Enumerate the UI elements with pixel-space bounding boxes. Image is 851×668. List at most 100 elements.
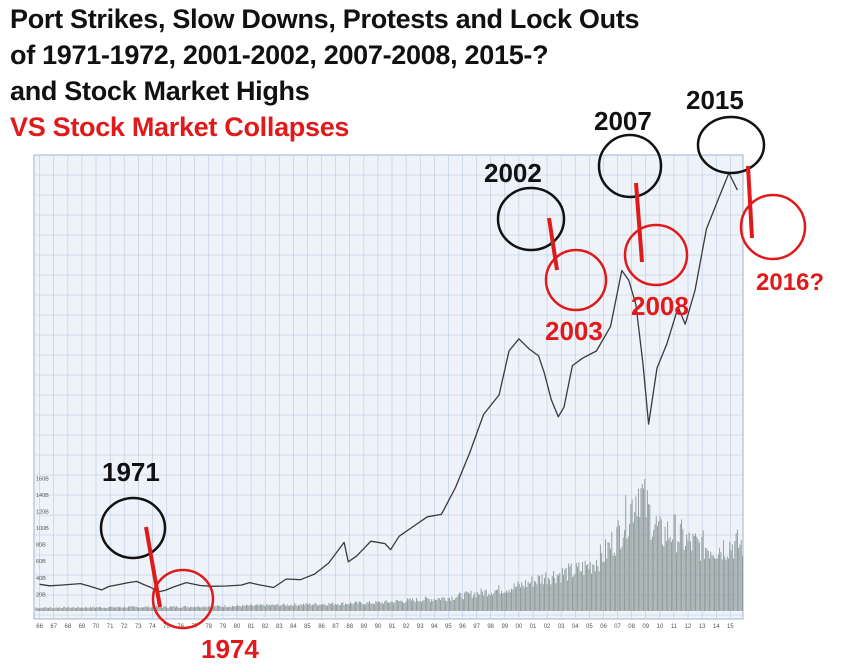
volume-bar [537,575,539,611]
collapse-circle-2008 [623,223,689,287]
volume-bar [729,541,731,611]
volume-bar [121,607,123,611]
volume-bar [691,550,693,611]
volume-bar [702,530,704,611]
volume-bar [320,604,322,611]
volume-bar [648,503,650,611]
volume-bar [517,581,519,611]
volume-bar [731,544,733,611]
volume-bar [319,604,321,611]
volume-bar [575,562,577,611]
volume-bar [654,524,656,611]
volume-bar [451,596,453,611]
volume-bar [660,519,662,611]
x-tick-label: 92 [403,624,410,630]
volume-bar [58,607,60,611]
volume-bar [53,607,55,611]
volume-bar [551,576,553,611]
volume-bar [380,603,382,611]
volume-bar [100,607,102,611]
volume-bar [351,603,353,611]
volume-bar [726,556,728,611]
volume-bar [597,566,599,611]
volume-bar [45,607,47,611]
volume-bar [564,569,566,611]
volume-bar [386,601,388,611]
volume-bar [229,606,231,611]
volume-bar [465,591,467,611]
volume-bar [168,607,170,611]
volume-bar [298,604,299,611]
volume-bar [690,541,691,611]
x-tick-label: 96 [459,624,466,630]
volume-bar [258,605,260,611]
x-tick-label: 98 [487,624,494,630]
volume-bar [381,602,383,611]
volume-bar [568,563,570,611]
volume-bar [462,599,464,611]
volume-bar [197,605,199,611]
volume-bar [728,558,729,611]
volume-bar [334,604,336,611]
volume-bar [555,583,557,611]
volume-bar [657,526,658,611]
volume-bar [566,580,568,611]
volume-bar [234,606,236,611]
volume-bar [536,584,538,611]
x-tick-label: 04 [572,624,579,630]
x-tick-label: 72 [121,624,128,630]
volume-bar [157,607,159,611]
volume-bar [352,604,354,611]
volume-bar [51,608,53,611]
x-tick-label: 97 [473,624,480,630]
volume-bar [172,606,174,611]
high-label-1971: 1971 [102,457,160,487]
collapse-circle-2016 [739,193,807,261]
volume-bar [353,602,355,611]
volume-bar [74,607,76,611]
volume-bar [143,607,145,611]
volume-bar [399,601,401,611]
volume-bar [559,573,561,611]
volume-tick-label: 60B [36,559,46,565]
x-tick-label: 83 [276,624,283,630]
volume-bar [428,598,430,611]
x-tick-label: 11 [671,624,678,630]
volume-bar [620,549,622,611]
volume-bar [278,606,280,611]
volume-bar [622,537,624,611]
volume-bar [422,600,424,611]
volume-bar [133,606,134,611]
volume-bar [507,592,509,611]
volume-bar [556,574,558,611]
volume-bar [500,590,502,611]
volume-bar [108,606,110,611]
volume-bar [393,603,395,611]
volume-bar [185,605,187,611]
volume-bar [163,606,165,611]
volume-bar [466,592,468,611]
volume-bar [195,607,197,611]
volume-bar [285,605,287,611]
x-tick-label: 68 [64,624,71,630]
volume-bar [640,488,642,611]
volume-tick-label: 140B [36,493,49,499]
volume-bar [174,607,176,611]
volume-tick-label: 20B [36,592,46,598]
volume-bar [92,606,94,611]
volume-bar [421,602,422,611]
x-tick-label: 06 [600,624,607,630]
volume-bar [405,601,407,611]
volume-bar [315,603,317,611]
volume-bar [50,607,52,611]
volume-bar [502,593,504,611]
volume-bar [634,512,636,611]
volume-bar [248,605,250,611]
volume-bar [313,604,315,611]
volume-bar [43,608,44,611]
headline-line-2: of 1971-1972, 2001-2002, 2007-2008, 2015… [10,40,549,70]
volume-bar [362,604,364,611]
volume-bar [742,556,743,611]
volume-bar [612,555,614,611]
volume-bar [46,607,48,611]
